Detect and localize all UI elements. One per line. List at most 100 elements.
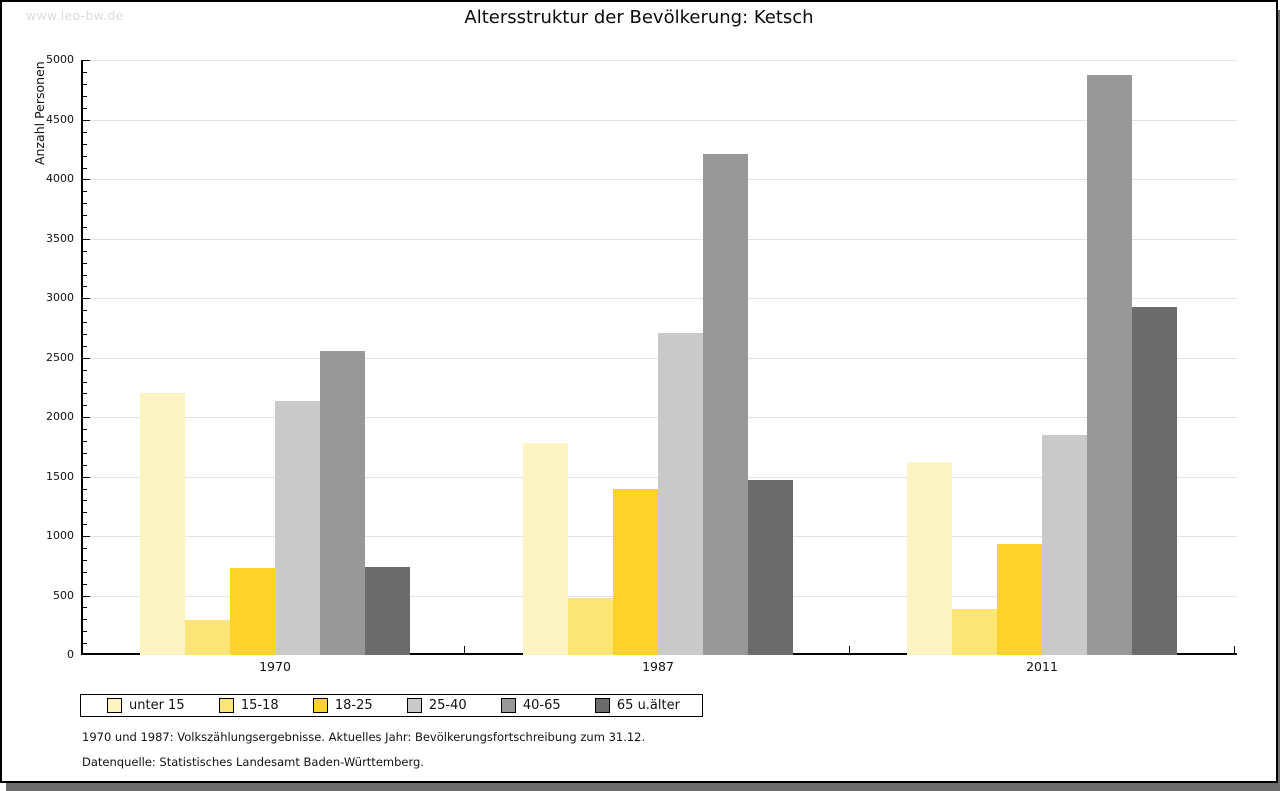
legend-item-15-18: 15-18 (218, 698, 279, 713)
y-major-tick (82, 239, 90, 240)
y-minor-tick (82, 286, 87, 287)
y-minor-tick (82, 607, 87, 608)
legend-item-unter-15: unter 15 (107, 698, 185, 713)
x-category-label-1970: 1970 (259, 659, 291, 674)
y-minor-tick (82, 168, 87, 169)
y-minor-tick (82, 275, 87, 276)
legend-swatch-25-40 (406, 698, 422, 713)
legend-item-18-25: 18-25 (312, 698, 373, 713)
y-major-tick (82, 358, 90, 359)
y-major-tick (82, 536, 90, 537)
y-minor-tick (82, 334, 87, 335)
legend-swatch-18-25 (312, 698, 328, 713)
x-category-label-2011: 2011 (1026, 659, 1058, 674)
y-minor-tick (82, 512, 87, 513)
bar-1987-18-25 (613, 489, 658, 655)
y-minor-tick (82, 84, 87, 85)
y-major-tick (82, 298, 90, 299)
bar-1970-40-65 (320, 351, 365, 655)
y-major-tick (82, 120, 90, 121)
y-minor-tick (82, 382, 87, 383)
y-minor-tick (82, 156, 87, 157)
legend-item-65-u-älter: 65 u.älter (594, 698, 680, 713)
y-minor-tick (82, 346, 87, 347)
bar-2011-25-40 (1042, 435, 1087, 655)
bar-2011-15-18 (952, 609, 997, 655)
y-gridline (83, 179, 1237, 180)
y-minor-tick (82, 584, 87, 585)
y-minor-tick (82, 203, 87, 204)
bar-1987-25-40 (658, 333, 703, 655)
y-minor-tick (82, 500, 87, 501)
y-minor-tick (82, 619, 87, 620)
bar-2011-40-65 (1087, 75, 1132, 655)
y-minor-tick (82, 548, 87, 549)
legend-label: 65 u.älter (616, 698, 680, 713)
y-minor-tick (82, 215, 87, 216)
x-category-label-1987: 1987 (642, 659, 674, 674)
y-minor-tick (82, 96, 87, 97)
y-major-tick (82, 596, 90, 597)
x-axis-tick (464, 646, 465, 653)
y-minor-tick (82, 251, 87, 252)
y-major-tick (82, 417, 90, 418)
watermark-text: www.leo-bw.de (26, 8, 124, 23)
y-tick-label: 2500 (46, 351, 74, 364)
y-gridline (83, 60, 1237, 61)
legend-swatch-15-18 (218, 698, 234, 713)
y-minor-tick (82, 227, 87, 228)
y-minor-tick (82, 489, 87, 490)
legend-item-40-65: 40-65 (500, 698, 561, 713)
y-minor-tick (82, 108, 87, 109)
y-tick-label: 4000 (46, 172, 74, 185)
bar-1970-65-u-älter (365, 567, 410, 655)
y-tick-label: 4500 (46, 113, 74, 126)
legend-label: 18-25 (334, 698, 373, 713)
bar-1987-15-18 (568, 598, 613, 655)
y-tick-label: 2000 (46, 410, 74, 423)
y-minor-tick (82, 465, 87, 466)
y-minor-tick (82, 405, 87, 406)
bar-1987-65-u-älter (748, 480, 793, 655)
y-major-tick (82, 60, 90, 61)
y-minor-tick (82, 453, 87, 454)
footnote-data-source: Datenquelle: Statistisches Landesamt Bad… (82, 755, 424, 769)
y-axis-line (81, 60, 83, 655)
legend: unter 15 15-18 18-25 25-40 40-65 65 u.älter (80, 694, 703, 717)
legend-swatch-65-u-älter (594, 698, 610, 713)
bar-1970-unter-15 (140, 393, 185, 655)
legend-label: 15-18 (240, 698, 279, 713)
y-minor-tick (82, 643, 87, 644)
y-minor-tick (82, 393, 87, 394)
y-tick-label: 500 (53, 589, 74, 602)
y-minor-tick (82, 572, 87, 573)
y-minor-tick (82, 429, 87, 430)
y-major-tick (82, 179, 90, 180)
bar-2011-65-u-älter (1132, 307, 1177, 655)
y-minor-tick (82, 132, 87, 133)
y-tick-label: 1000 (46, 529, 74, 542)
legend-label: 40-65 (522, 698, 561, 713)
y-tick-label: 1500 (46, 470, 74, 483)
y-minor-tick (82, 524, 87, 525)
bar-1970-25-40 (275, 401, 320, 655)
y-gridline (83, 298, 1237, 299)
y-minor-tick (82, 263, 87, 264)
bar-1970-15-18 (185, 620, 230, 655)
bar-2011-18-25 (997, 544, 1042, 655)
y-tick-label: 3000 (46, 291, 74, 304)
legend-label: 25-40 (428, 698, 467, 713)
y-tick-label: 0 (67, 648, 74, 661)
y-minor-tick (82, 322, 87, 323)
y-major-tick (82, 477, 90, 478)
y-tick-label: 5000 (46, 53, 74, 66)
bar-1970-18-25 (230, 568, 275, 655)
legend-swatch-40-65 (500, 698, 516, 713)
footnote-source-note: 1970 und 1987: Volkszählungsergebnisse. … (82, 730, 646, 744)
page-title: Altersstruktur der Bevölkerung: Ketsch (464, 7, 814, 28)
y-minor-tick (82, 72, 87, 73)
x-axis-tick (1234, 646, 1235, 653)
y-minor-tick (82, 441, 87, 442)
y-minor-tick (82, 631, 87, 632)
